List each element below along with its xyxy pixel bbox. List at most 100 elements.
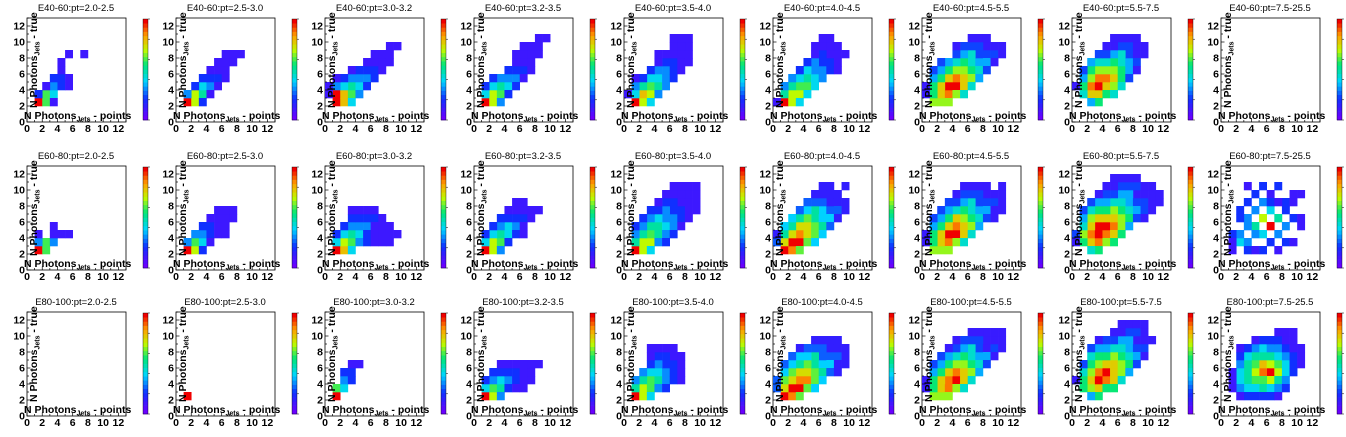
- color-bar-step: [1188, 329, 1193, 335]
- color-bar-step: [441, 98, 446, 104]
- color-bar-step: [740, 355, 745, 360]
- heatmap-cell: [826, 344, 835, 353]
- heatmap-cell: [519, 376, 528, 385]
- y-tick-label: 0: [1213, 265, 1219, 277]
- x-tick-label: 2: [934, 271, 940, 283]
- heatmap-cell: [34, 90, 43, 99]
- heatmap-cell: [937, 98, 946, 107]
- heatmap-cell: [922, 82, 930, 91]
- color-bar-step: [441, 69, 446, 75]
- heatmap-cell: [1243, 238, 1252, 247]
- color-bar-step: [1188, 380, 1193, 385]
- color-bar-step: [1337, 167, 1342, 172]
- color-bar-step: [1188, 188, 1193, 193]
- y-tick-label: 12: [1207, 315, 1219, 327]
- color-bar-step: [1337, 179, 1342, 185]
- color-bar-step: [143, 405, 148, 411]
- color-bar-step: [1038, 44, 1043, 49]
- heatmap-cell: [944, 66, 953, 75]
- color-bar: [888, 166, 896, 269]
- color-bar-step: [292, 238, 297, 244]
- heatmap-cell: [527, 50, 536, 59]
- color-bar-step: [1188, 251, 1193, 256]
- heatmap-cell: [811, 74, 819, 83]
- heatmap-cell: [1102, 360, 1111, 369]
- color-bar-step: [590, 350, 595, 356]
- y-tick-label: 12: [610, 169, 622, 181]
- heatmap-cell: [512, 206, 520, 215]
- heatmap-cell: [1297, 360, 1306, 369]
- y-tick-label: 10: [610, 185, 622, 197]
- color-bar-step: [740, 115, 745, 121]
- heatmap-cell: [780, 98, 789, 107]
- color-bar-step: [590, 86, 595, 91]
- heatmap-cell: [803, 206, 812, 215]
- heatmap-cell: [1087, 206, 1096, 215]
- color-bar-step: [590, 346, 595, 352]
- heatmap-cell: [378, 238, 387, 247]
- color-bar-step: [1188, 65, 1193, 70]
- x-axis-label: N PhotonsJets - points: [621, 404, 729, 418]
- heatmap-cell: [631, 392, 640, 401]
- heatmap-cell: [489, 222, 498, 231]
- heatmap-cell: [1125, 182, 1134, 191]
- x-tick-label: 8: [980, 417, 986, 429]
- heatmap-cell: [922, 384, 930, 393]
- heatmap-cell: [788, 246, 797, 255]
- color-bar-step: [1188, 334, 1193, 339]
- heatmap-cell: [1087, 368, 1096, 377]
- heatmap-cell: [654, 50, 663, 59]
- heatmap-cell: [944, 344, 953, 353]
- y-tick-label: 12: [610, 21, 622, 33]
- color-bar-step: [1337, 242, 1342, 248]
- heatmap-cell: [975, 206, 984, 215]
- color-bar-step: [740, 392, 745, 398]
- color-bar-step: [441, 56, 446, 62]
- color-bar-step: [1188, 246, 1193, 252]
- color-bar-step: [889, 23, 894, 28]
- x-axis-label: N PhotonsJets - points: [770, 110, 878, 124]
- color-bar-step: [889, 19, 894, 24]
- color-bar-step: [1038, 388, 1043, 394]
- heatmap-cell: [960, 368, 968, 377]
- x-tick-label: 4: [801, 417, 807, 429]
- heatmap-cell: [662, 58, 670, 67]
- heatmap-cell: [489, 90, 498, 99]
- color-bar-step: [441, 209, 446, 214]
- y-tick-label: 8: [914, 347, 920, 359]
- x-tick-label: 2: [785, 123, 791, 135]
- y-tick-label: 4: [19, 233, 25, 245]
- color-bar-step: [1337, 317, 1342, 322]
- heatmap-cell: [1125, 66, 1134, 75]
- heatmap-cell: [496, 214, 505, 223]
- color-bar-step: [740, 329, 745, 335]
- heatmap-cell: [826, 214, 835, 223]
- heatmap-cell: [1289, 238, 1298, 247]
- heatmap-cell: [826, 190, 835, 199]
- color-bar-step: [292, 313, 297, 318]
- heatmap-cell: [1102, 182, 1111, 191]
- color-bar-step: [889, 188, 894, 193]
- color-bar-step: [143, 61, 148, 66]
- heatmap-cell: [1236, 352, 1245, 361]
- heatmap-cell: [944, 74, 953, 83]
- color-bar-step: [889, 52, 894, 58]
- heatmap-cell: [669, 376, 678, 385]
- color-bar-step: [1337, 27, 1342, 32]
- color-bar-step: [1337, 183, 1342, 189]
- heatmap-cell: [669, 198, 678, 207]
- heatmap-cell: [967, 344, 976, 353]
- heatmap-cell: [489, 238, 498, 247]
- heatmap-cell: [929, 98, 938, 107]
- heatmap-cell: [975, 344, 984, 353]
- color-bar-step: [143, 263, 148, 269]
- heatmap-cell: [1087, 90, 1096, 99]
- heatmap-cell: [1094, 214, 1103, 223]
- color-bar-step: [292, 376, 297, 381]
- color-bar-step: [292, 259, 297, 265]
- heatmap-cell: [1289, 368, 1298, 377]
- color-bar-frame: [1336, 312, 1343, 415]
